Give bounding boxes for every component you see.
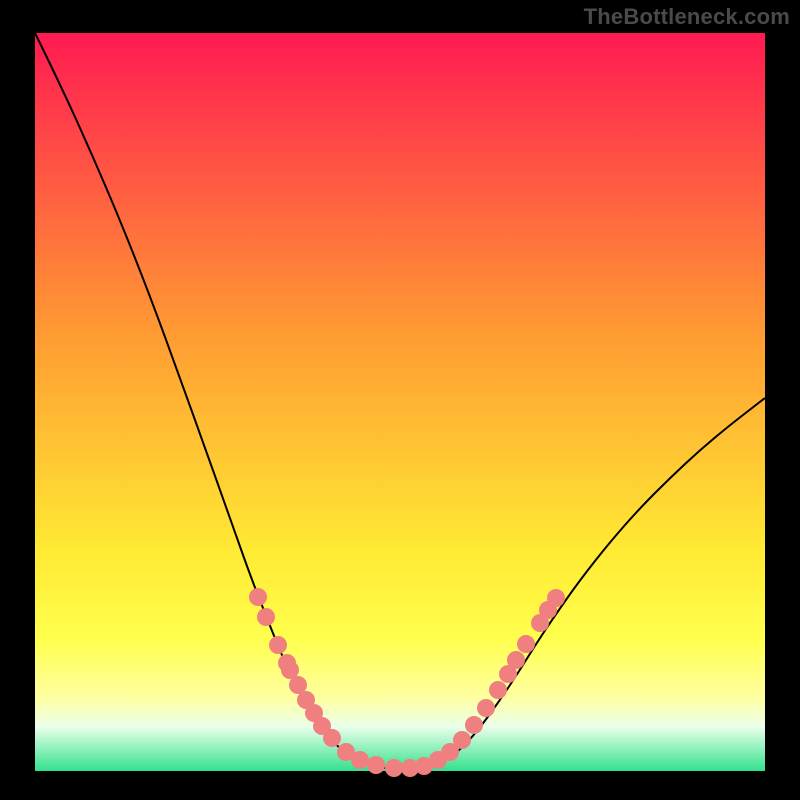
marker-dot	[367, 756, 385, 774]
marker-dot	[517, 635, 535, 653]
marker-dot	[453, 731, 471, 749]
marker-dot	[465, 716, 483, 734]
curve-line	[35, 33, 765, 769]
marker-dot	[323, 729, 341, 747]
marker-dot	[547, 589, 565, 607]
marker-dot	[257, 608, 275, 626]
marker-dot	[489, 681, 507, 699]
chart-container: TheBottleneck.com	[0, 0, 800, 800]
chart-svg	[0, 0, 800, 800]
marker-dot	[385, 759, 403, 777]
marker-dot	[269, 636, 287, 654]
marker-dot	[477, 699, 495, 717]
marker-dot	[249, 588, 267, 606]
marker-dot	[507, 651, 525, 669]
marker-dot	[351, 751, 369, 769]
watermark-text: TheBottleneck.com	[584, 4, 790, 30]
markers-group	[249, 588, 565, 777]
